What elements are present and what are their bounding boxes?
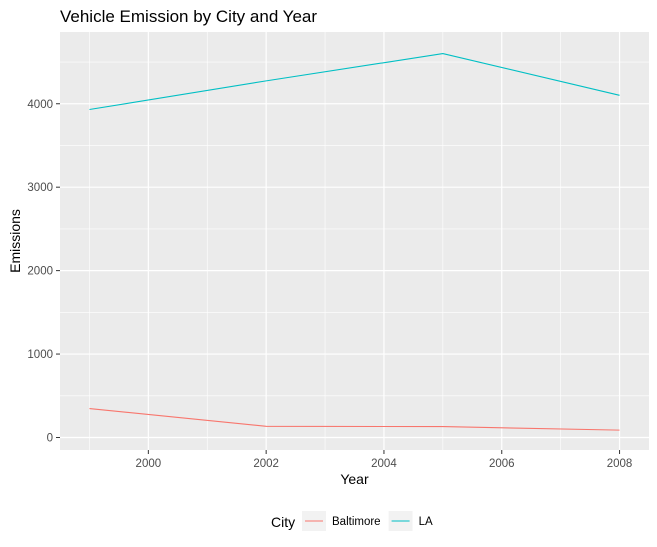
y-tick-label: 3000 — [27, 182, 53, 194]
y-tick-label: 0 — [47, 432, 53, 444]
legend-label-la: LA — [419, 516, 433, 528]
x-tick-label: 2004 — [371, 458, 397, 470]
chart-title: Vehicle Emission by City and Year — [60, 7, 317, 26]
x-tick-label: 2008 — [607, 458, 633, 470]
grid-minor — [60, 32, 649, 450]
y-axis-title: Emissions — [7, 209, 23, 273]
x-tick-label: 2002 — [253, 458, 279, 470]
series-lines — [89, 53, 620, 431]
plot-panel — [60, 32, 649, 450]
legend: City Baltimore LA — [271, 511, 433, 531]
x-axis: 2000 2002 2004 2006 2008 — [136, 450, 633, 470]
series-line-la — [89, 53, 620, 111]
x-tick-label: 2000 — [136, 458, 162, 470]
x-tick-label: 2006 — [489, 458, 515, 470]
legend-label-baltimore: Baltimore — [332, 516, 381, 528]
grid-major — [60, 32, 649, 450]
y-tick-label: 1000 — [27, 349, 53, 361]
series-line-baltimore — [89, 408, 620, 431]
y-tick-label: 2000 — [27, 266, 53, 278]
x-axis-title: Year — [340, 471, 369, 487]
legend-title: City — [271, 514, 295, 530]
y-tick-label: 4000 — [27, 99, 53, 111]
y-axis: 0 1000 2000 3000 4000 — [27, 99, 60, 444]
